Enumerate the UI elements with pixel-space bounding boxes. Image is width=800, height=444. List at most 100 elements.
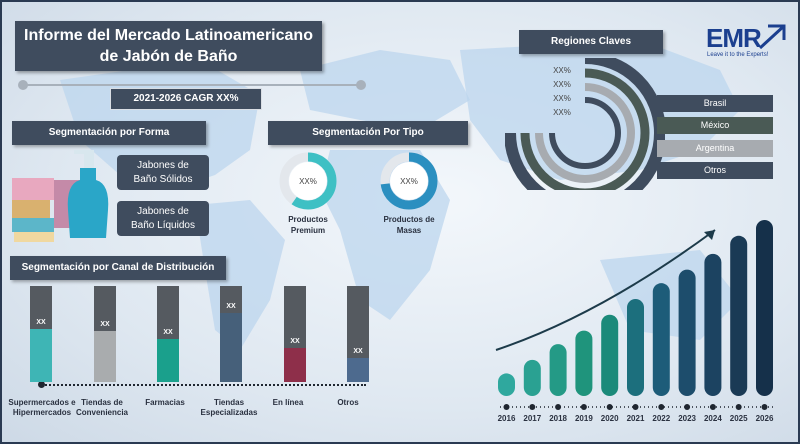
canal-label: Tiendas Especializadas — [200, 398, 258, 417]
tipo-masas-value: XX% — [400, 177, 418, 186]
canal-bar-value: XX — [100, 321, 110, 328]
canal-baseline — [42, 384, 366, 386]
tipo-premium-line1: Productos — [288, 215, 328, 224]
growth-axis-dot — [632, 404, 639, 410]
region-ring-label-4: XX% — [553, 108, 571, 117]
growth-bar — [704, 253, 722, 396]
canal-bar-value: XX — [226, 303, 236, 310]
growth-trend-arrow — [495, 229, 716, 351]
canal-bar-value: XX — [290, 338, 300, 345]
region-brasil: Brasil — [657, 95, 773, 112]
canal-bar: XX — [157, 286, 179, 382]
canal-label: Farmacias — [145, 398, 185, 407]
canal-label: En línea — [272, 398, 304, 407]
canal-bar-share — [284, 348, 306, 382]
canal-bar-remainder — [284, 286, 306, 348]
canal-bar: XX — [220, 286, 242, 382]
canal-bar-share — [220, 313, 242, 382]
canal-section-title: Segmentación por Canal de Distribución — [10, 256, 226, 280]
growth-axis-dot — [709, 404, 716, 410]
growth-year-label: 2026 — [755, 414, 774, 423]
growth-bar — [730, 235, 748, 396]
growth-bar — [601, 314, 619, 396]
forma-solid-line2: Baño Sólidos — [133, 173, 193, 185]
canal-baseline-dot — [38, 381, 45, 388]
tipo-masas-line1: Productos de — [383, 215, 435, 224]
growth-year-label: 2016 — [497, 414, 516, 423]
growth-year-label: 2023 — [678, 414, 696, 423]
region-mexico: México — [657, 117, 773, 134]
growth-year-label: 2019 — [574, 414, 593, 423]
forma-section-title: Segmentación por Forma — [12, 121, 206, 145]
growth-year-label: 2024 — [703, 414, 722, 423]
tipo-premium-label: Productos Premium — [275, 214, 341, 236]
forma-liquid: Jabones de Baño Líquidos — [117, 201, 209, 236]
report-title: Informe del Mercado Latinoamericano de J… — [15, 21, 322, 71]
canal-label: Otros — [337, 398, 359, 407]
canal-bar-share — [94, 331, 116, 382]
canal-bar: XX — [94, 286, 116, 382]
forma-liquid-line1: Jabones de — [137, 205, 189, 217]
canal-bar-remainder — [157, 286, 179, 339]
growth-bar — [523, 359, 541, 396]
growth-year-label: 2022 — [652, 414, 671, 423]
divider-dot-left — [18, 80, 28, 90]
forma-solid: Jabones de Baño Sólidos — [117, 155, 209, 190]
growth-axis-dot — [735, 404, 742, 410]
title-line-1: Informe del Mercado Latinoamericano — [24, 27, 313, 44]
region-ring-label-1: XX% — [553, 66, 571, 75]
tipo-premium-donut — [279, 152, 337, 210]
canal-label: Supermercados e Hipermercados — [8, 398, 76, 417]
soap-products-icon — [12, 150, 109, 242]
canal-bar-value: XX — [36, 319, 46, 326]
tipo-masas-label: Productos de Masas — [376, 214, 442, 236]
canal-bar-value: XX — [163, 329, 173, 336]
growth-axis-dot — [606, 404, 613, 410]
growth-bar — [498, 373, 515, 396]
regiones-rings — [505, 58, 665, 190]
region-ring-label-3: XX% — [553, 94, 571, 103]
growth-axis-dot — [580, 404, 587, 410]
growth-chart — [495, 220, 774, 410]
canal-bar-share — [347, 358, 369, 382]
logo-name: EMR — [706, 23, 762, 53]
canal-bar-share — [157, 339, 179, 382]
growth-year-label: 2025 — [729, 414, 748, 423]
cagr-badge: 2021-2026 CAGR XX% — [110, 88, 262, 110]
canal-bar: XX — [30, 286, 52, 382]
tipo-premium-value: XX% — [299, 177, 317, 186]
logo-tagline: Leave it to the Experts! — [707, 52, 769, 58]
forma-solid-line1: Jabones de — [137, 159, 189, 171]
growth-year-label: 2021 — [626, 414, 645, 423]
growth-bar — [756, 220, 773, 396]
title-line-2: de Jabón de Baño — [99, 48, 238, 65]
growth-bar — [652, 283, 670, 396]
canal-bar: XX — [284, 286, 306, 382]
tipo-masas-donut — [380, 152, 438, 210]
tipo-premium-line2: Premium — [290, 226, 326, 235]
tipo-masas-line2: Masas — [396, 226, 422, 235]
growth-axis-dot — [503, 404, 510, 410]
region-ring-label-2: XX% — [553, 80, 571, 89]
growth-axis-dot — [684, 404, 691, 410]
growth-axis-dot — [555, 404, 562, 410]
growth-bar — [575, 330, 593, 396]
emr-logo — [758, 24, 786, 50]
canal-bar: XX — [347, 286, 369, 382]
growth-axis-dot — [529, 404, 536, 410]
canal-bar-value: XX — [353, 348, 363, 355]
canal-label: Tiendas de Conveniencia — [75, 398, 128, 417]
growth-trend-arrowhead — [704, 230, 715, 240]
canal-bar-share — [30, 329, 52, 382]
region-argentina: Argentina — [657, 140, 773, 157]
divider-dot-right — [356, 80, 366, 90]
canal-bar-remainder — [30, 286, 52, 329]
canal-bar-remainder — [220, 286, 242, 313]
growth-axis-dot — [658, 404, 665, 410]
growth-bar — [549, 344, 567, 396]
tipo-section-title: Segmentación Por Tipo — [268, 121, 468, 145]
canal-bar-remainder — [94, 286, 116, 331]
region-otros: Otros — [657, 162, 773, 179]
growth-axis-dot — [761, 404, 768, 410]
